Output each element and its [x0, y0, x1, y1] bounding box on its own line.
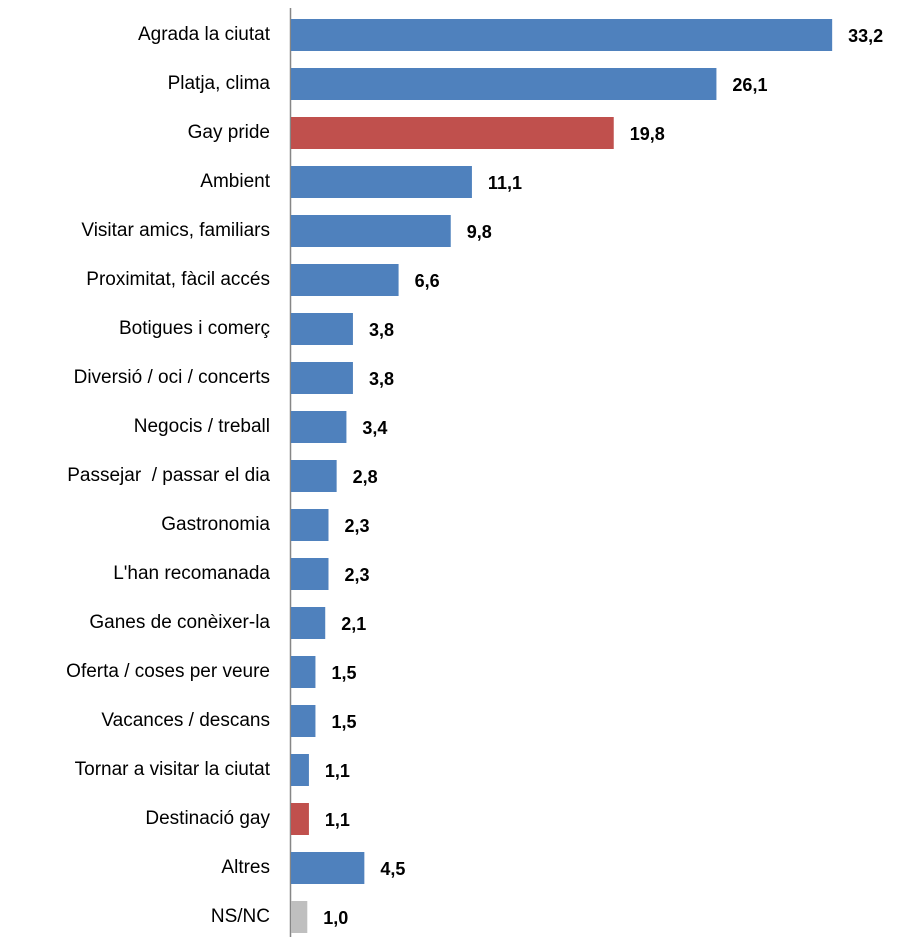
bar — [291, 558, 329, 590]
bar — [291, 166, 472, 198]
bar — [291, 901, 308, 933]
y-tick-label: Agrada la ciutat — [138, 24, 271, 45]
bar — [291, 852, 365, 884]
value-label: 1,1 — [325, 810, 350, 830]
y-tick-label: Negocis / treball — [134, 416, 270, 437]
value-label: 4,5 — [380, 859, 405, 879]
bar — [291, 803, 309, 835]
value-label: 1,5 — [331, 712, 356, 732]
value-label: 1,5 — [331, 663, 356, 683]
bar — [291, 754, 309, 786]
bar — [291, 68, 717, 100]
bar — [291, 705, 316, 737]
y-tick-label: NS/NC — [211, 906, 270, 927]
value-label: 11,1 — [488, 173, 522, 193]
value-label: 26,1 — [732, 75, 767, 95]
y-tick-label: Altres — [221, 857, 270, 878]
value-label: 2,1 — [341, 614, 366, 634]
value-label: 1,0 — [323, 908, 348, 928]
y-tick-label: Botigues i comerç — [119, 318, 270, 339]
value-label: 2,3 — [344, 516, 369, 536]
y-tick-label: Platja, clima — [168, 73, 271, 94]
value-label: 33,2 — [848, 26, 883, 46]
y-tick-label: Passejar / passar el dia — [67, 465, 270, 486]
y-tick-label: Tornar a visitar la ciutat — [75, 759, 271, 780]
bar — [291, 411, 347, 443]
bar — [291, 656, 316, 688]
value-label: 3,8 — [369, 320, 394, 340]
value-label: 2,3 — [344, 565, 369, 585]
y-tick-label: Diversió / oci / concerts — [74, 367, 270, 388]
y-tick-label: Vacances / descans — [101, 710, 270, 731]
value-label: 19,8 — [630, 124, 665, 144]
y-tick-label: Oferta / coses per veure — [66, 661, 270, 682]
value-label: 3,4 — [362, 418, 387, 438]
bar — [291, 362, 353, 394]
y-tick-label: Gastronomia — [161, 514, 270, 535]
y-tick-label: Ganes de conèixer-la — [89, 612, 270, 633]
y-tick-label: Ambient — [200, 171, 270, 192]
bar — [291, 264, 399, 296]
bar — [291, 117, 614, 149]
value-label: 2,8 — [353, 467, 378, 487]
bar — [291, 313, 353, 345]
bar — [291, 509, 329, 541]
bar — [291, 607, 326, 639]
y-tick-label: L'han recomanada — [113, 563, 270, 584]
bar — [291, 215, 451, 247]
bar — [291, 460, 337, 492]
y-tick-label: Visitar amics, familiars — [81, 220, 270, 241]
value-label: 9,8 — [467, 222, 492, 242]
y-tick-label: Proximitat, fàcil accés — [86, 269, 270, 290]
value-label: 3,8 — [369, 369, 394, 389]
value-label: 6,6 — [415, 271, 440, 291]
y-tick-label: Gay pride — [188, 122, 270, 143]
bar — [291, 19, 833, 51]
value-label: 1,1 — [325, 761, 350, 781]
y-tick-label: Destinació gay — [145, 808, 270, 829]
